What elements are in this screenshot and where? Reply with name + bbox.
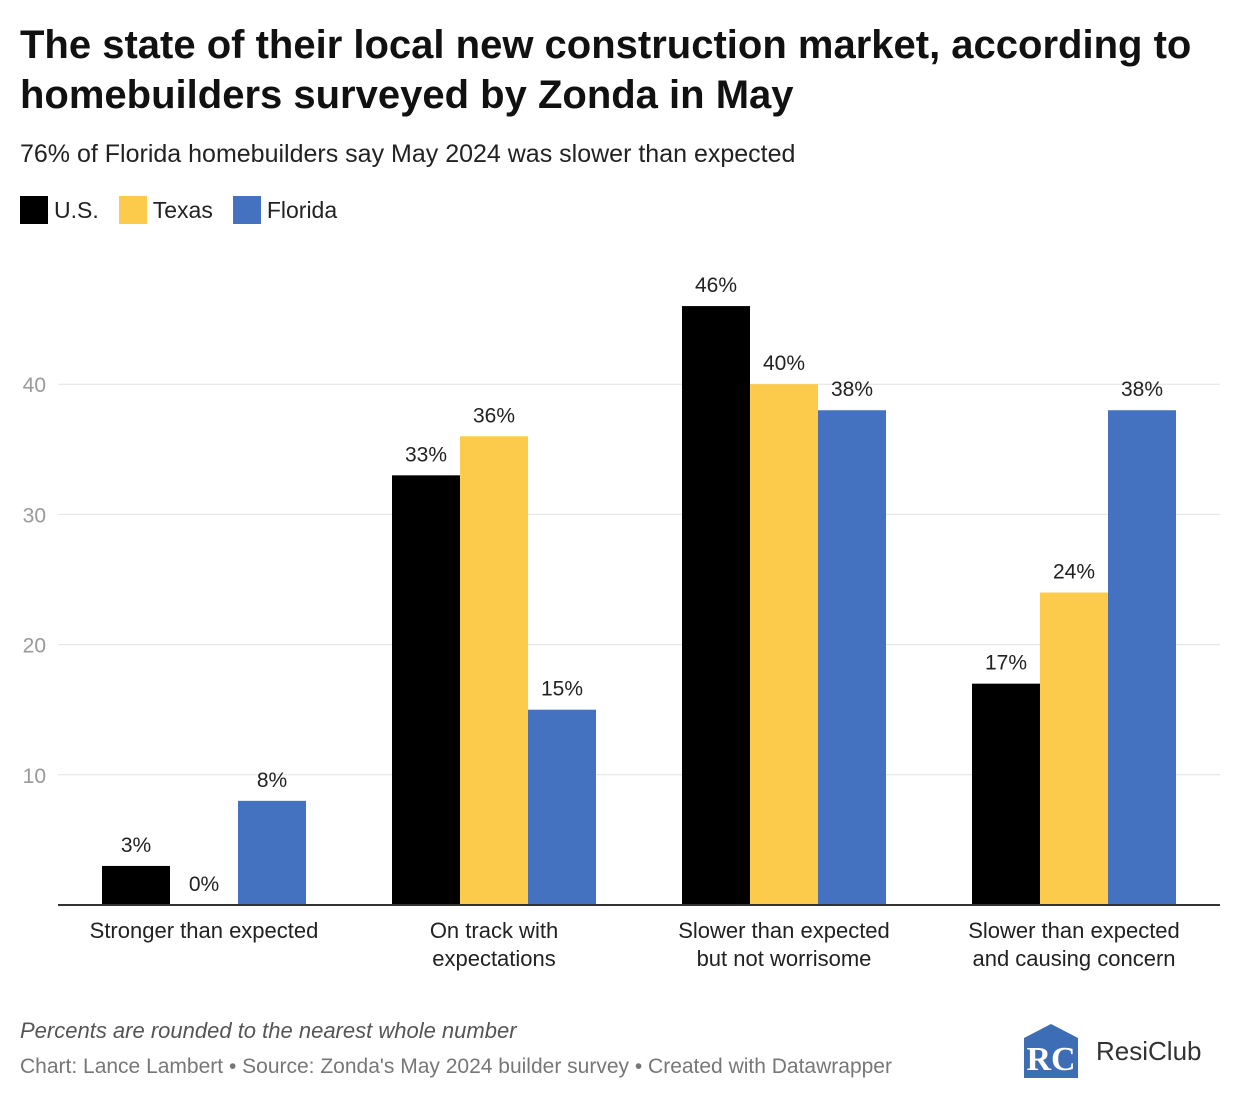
bar-florida-1 xyxy=(528,709,596,905)
svg-text:RC: RC xyxy=(1026,1041,1075,1078)
bar-us-3 xyxy=(972,683,1040,905)
logo-text: ResiClub xyxy=(1096,1035,1202,1066)
chart-subtitle: 76% of Florida homebuilders say May 2024… xyxy=(20,140,796,168)
resiclub-logo: RC ResiClub xyxy=(1022,1022,1202,1080)
data-label-texas-1: 36% xyxy=(473,404,515,427)
x-tick-label-2-0: Slower than expected xyxy=(678,918,890,943)
legend-swatch-florida xyxy=(232,196,261,224)
data-label-florida-3: 38% xyxy=(1121,378,1163,401)
bar-us-1 xyxy=(392,475,460,905)
x-tick-label-3-0: Slower than expected xyxy=(968,918,1180,943)
chart-title: The state of their local new constructio… xyxy=(20,23,1192,117)
data-label-florida-0: 8% xyxy=(257,769,287,792)
legend-swatch-us xyxy=(20,196,48,224)
data-label-florida-2: 38% xyxy=(831,378,873,401)
data-label-us-0: 3% xyxy=(121,834,151,857)
bar-texas-2 xyxy=(750,384,818,905)
y-tick-label-10: 10 xyxy=(23,765,46,788)
footnote: Percents are rounded to the nearest whol… xyxy=(20,1018,517,1043)
legend-swatch-texas xyxy=(118,196,147,224)
resiclub-logo-icon: RC xyxy=(1024,1024,1078,1078)
x-tick-label-3-1: and causing concern xyxy=(972,946,1175,971)
bar-us-2 xyxy=(682,306,750,905)
data-label-us-2: 46% xyxy=(695,274,737,297)
data-label-texas-2: 40% xyxy=(763,352,805,375)
legend-label-florida: Florida xyxy=(266,196,338,223)
data-label-us-3: 17% xyxy=(985,652,1027,675)
legend-label-us: U.S. xyxy=(54,196,99,223)
legend-item-florida: Florida xyxy=(232,196,338,224)
legend-item-us: U.S. xyxy=(20,196,99,224)
legend-item-texas: Texas xyxy=(118,196,213,224)
y-tick-label-20: 20 xyxy=(23,635,46,658)
source-line: Chart: Lance Lambert • Source: Zonda's M… xyxy=(20,1055,892,1078)
bar-texas-3 xyxy=(1040,592,1108,905)
bar-florida-3 xyxy=(1108,410,1176,905)
legend: U.S. Texas Florida xyxy=(20,196,357,224)
bar-florida-2 xyxy=(818,410,886,905)
bar-texas-1 xyxy=(460,436,528,905)
x-tick-label-1-0: On track with xyxy=(430,918,558,943)
data-label-texas-0: 0% xyxy=(189,873,219,896)
bar-chart: 10 20 30 40 3% 33% 46% 17% 0% 36% 40% 24% 8% 15% 38% 38… xyxy=(23,274,1220,971)
data-label-us-1: 33% xyxy=(405,443,447,466)
bar-florida-0 xyxy=(238,800,306,905)
data-label-florida-1: 15% xyxy=(541,678,583,701)
y-tick-label-30: 30 xyxy=(23,504,46,527)
x-tick-label-1-1: expectations xyxy=(432,946,556,971)
x-tick-label-0-0: Stronger than expected xyxy=(90,918,319,943)
y-tick-label-40: 40 xyxy=(23,374,46,397)
legend-label-texas: Texas xyxy=(152,196,213,223)
bar-us-0 xyxy=(102,865,170,905)
data-label-texas-3: 24% xyxy=(1053,561,1095,584)
x-tick-label-2-1: but not worrisome xyxy=(697,946,872,971)
